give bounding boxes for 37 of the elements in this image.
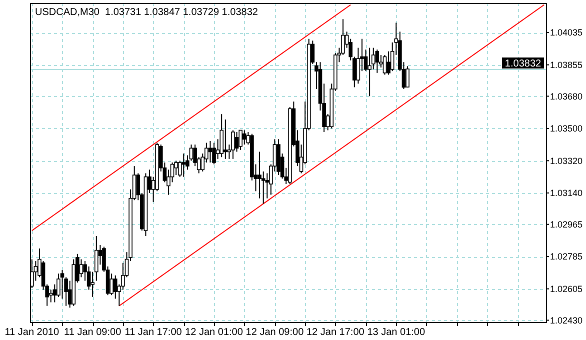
x-tick-label: 12 Jan 17:00 [306, 327, 365, 338]
candlestick [238, 130, 242, 150]
candlestick [382, 54, 387, 76]
line-series [31, 4, 352, 232]
candlestick [223, 118, 228, 160]
y-tick-label: 1.03140 [550, 188, 583, 198]
chart-title: USDCAD,M30 1.03731 1.03847 1.03729 1.03832 [35, 7, 258, 18]
y-tick-label: 1.02430 [550, 315, 583, 326]
y-tick-label: 1.04035 [550, 28, 583, 38]
x-tick-label: 11 Jan 2010 [4, 327, 60, 338]
candlestick [220, 114, 224, 158]
candlestick [375, 49, 380, 74]
x-tick-label: 12 Jan 01:00 [185, 327, 244, 338]
ref-line-label: 1.03832 [504, 58, 542, 70]
candlestick [110, 273, 114, 296]
candlestick [242, 130, 246, 146]
candlestick [231, 130, 235, 160]
x-tick-label: 13 Jan 01:00 [367, 327, 426, 338]
candlestick [79, 258, 84, 278]
y-tick-label: 1.02785 [550, 252, 583, 262]
y-tick-label: 1.03500 [550, 124, 583, 134]
candlestick [94, 235, 98, 282]
candlestick [234, 132, 239, 152]
candlestick [406, 66, 410, 88]
x-tick-label: 11 Jan 17:00 [124, 327, 182, 338]
x-tick-label: 11 Jan 09:00 [64, 327, 122, 338]
candlestick [90, 271, 95, 298]
x-tick-label: 12 Jan 09:00 [246, 327, 304, 338]
y-tick-label: 1.03680 [550, 91, 583, 102]
candlestick [368, 47, 372, 97]
y-tick-label: 1.02965 [550, 219, 583, 230]
y-tick-label: 1.03855 [550, 60, 583, 70]
y-tick-label: 1.03320 [550, 156, 583, 166]
candlestick [212, 142, 216, 165]
candlestick [182, 153, 186, 178]
candlestick [48, 289, 53, 303]
y-tick-label: 1.02605 [550, 284, 583, 294]
